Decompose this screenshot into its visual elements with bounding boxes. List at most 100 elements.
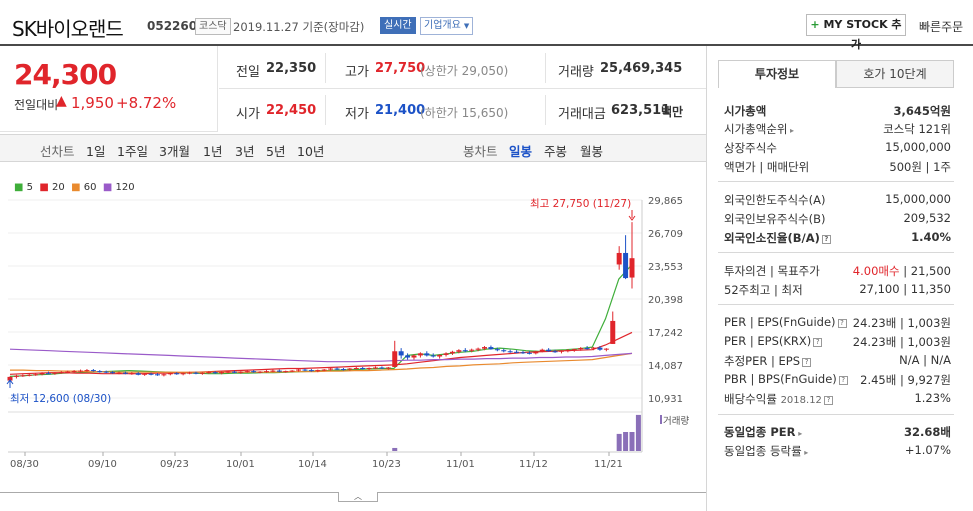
volume-label: 거래량 bbox=[663, 415, 689, 427]
ma-legend: ■ 5 ■ 20 ■ 60 ■ 120 bbox=[14, 182, 135, 193]
tab-10y[interactable]: 10년 bbox=[297, 144, 325, 159]
open-value: 22,450 bbox=[266, 103, 317, 118]
info-icon[interactable]: ? bbox=[813, 338, 823, 347]
candle-body bbox=[616, 252, 622, 265]
candle-body bbox=[270, 370, 276, 372]
tab-orderbook[interactable]: 호가 10단계 bbox=[836, 60, 954, 88]
candle-body bbox=[97, 371, 103, 373]
candle-body bbox=[33, 374, 39, 376]
market-cap-label: 시가총액 bbox=[724, 104, 767, 118]
market-cap-rank-label: 시가총액순위 ▸ bbox=[724, 122, 795, 136]
candle-body bbox=[347, 368, 353, 370]
x-tick-label: 11/01 bbox=[446, 459, 475, 470]
candle-body bbox=[244, 371, 250, 373]
per-krx-label: PER | EPS(KRX)? bbox=[724, 334, 823, 348]
quote-row-1 bbox=[219, 46, 706, 89]
stock-chart[interactable]: 29,865 26,709 23,553 20,398 17,242 14,087 10,9… bbox=[0, 190, 706, 490]
candle-body bbox=[26, 374, 32, 376]
candle-body bbox=[469, 349, 475, 351]
volume-legend-icon bbox=[660, 415, 662, 424]
quick-order-link[interactable]: 빠른주문 bbox=[919, 20, 964, 34]
tab-1w[interactable]: 1주일 bbox=[117, 144, 148, 159]
tab-3y[interactable]: 3년 bbox=[235, 144, 255, 159]
industry-per-value: 32.68배 bbox=[904, 425, 951, 439]
lower-limit: (하한가 15,650) bbox=[420, 106, 509, 120]
candle-body bbox=[308, 370, 314, 372]
candle-body bbox=[475, 348, 481, 350]
est-per-label: 추정PER | EPS? bbox=[724, 353, 812, 369]
candle-chart-label[interactable]: 봉차트 bbox=[463, 144, 498, 159]
tab-5y[interactable]: 5년 bbox=[266, 144, 286, 159]
x-tick-label: 09/10 bbox=[88, 459, 117, 470]
candle-body bbox=[231, 371, 237, 373]
company-name[interactable]: SK바이오랜드 bbox=[12, 17, 124, 41]
shares-value: 15,000,000 bbox=[885, 140, 951, 154]
trade-amount-value: 623,511 bbox=[611, 103, 671, 118]
line-chart-label[interactable]: 선차트 bbox=[40, 144, 75, 159]
change-value: 1,950 bbox=[71, 94, 114, 112]
candle-body bbox=[20, 375, 26, 377]
y-tick-label: 23,553 bbox=[648, 262, 683, 273]
candle-body bbox=[110, 372, 116, 374]
high-arrow-head-icon bbox=[628, 215, 636, 221]
par-value: 500원 | 1주 bbox=[889, 160, 951, 174]
candle-body bbox=[501, 350, 507, 352]
par-label: 액면가 | 매매단위 bbox=[724, 160, 810, 174]
low-arrow-head-icon bbox=[6, 379, 14, 385]
tab-invest-info[interactable]: 투자정보 bbox=[718, 60, 836, 88]
candle-body bbox=[187, 372, 193, 374]
realtime-badge[interactable]: 실시간 bbox=[380, 17, 416, 34]
volume-value: 25,469,345 bbox=[600, 61, 683, 76]
mystock-add-button[interactable]: + MY STOCK 추가 bbox=[806, 14, 906, 51]
candle-body bbox=[507, 351, 513, 353]
tab-weekly[interactable]: 주봉 bbox=[544, 144, 568, 159]
company-overview-dropdown[interactable]: 기업개요 ▼ bbox=[420, 17, 474, 35]
x-tick-label: 10/01 bbox=[226, 459, 255, 470]
tab-1y[interactable]: 1년 bbox=[203, 144, 223, 159]
candle-body bbox=[623, 252, 629, 279]
candle-body bbox=[129, 373, 135, 375]
candle-body bbox=[302, 369, 308, 371]
per-fn-value: 24.23배 | 1,003원 bbox=[852, 316, 951, 330]
candle-body bbox=[360, 367, 366, 370]
volume-bar bbox=[616, 433, 622, 451]
info-icon[interactable]: ? bbox=[838, 376, 848, 385]
tab-daily[interactable]: 일봉 bbox=[509, 144, 533, 159]
info-icon[interactable]: ? bbox=[837, 319, 847, 328]
candle-body bbox=[411, 355, 417, 358]
info-icon[interactable]: ? bbox=[821, 235, 831, 244]
tab-3m[interactable]: 3개월 bbox=[159, 144, 190, 159]
candle-body bbox=[462, 350, 468, 352]
trade-amount-label: 거래대금 bbox=[558, 107, 606, 122]
candle-body bbox=[13, 375, 19, 377]
info-icon[interactable]: ? bbox=[802, 358, 812, 367]
candle-body bbox=[405, 355, 411, 358]
candle-body bbox=[328, 368, 334, 370]
candle-body bbox=[90, 370, 96, 372]
candle-body bbox=[373, 367, 379, 369]
candle-body bbox=[565, 350, 571, 352]
candle-body bbox=[552, 351, 558, 353]
candle-body bbox=[289, 370, 295, 372]
candle-body bbox=[148, 373, 154, 375]
candle-body bbox=[398, 351, 404, 356]
candle-body bbox=[296, 369, 302, 371]
high-annotation: 최고 27,750 (11/27) bbox=[530, 198, 631, 210]
stock-code: 052260 bbox=[147, 19, 198, 33]
y-tick-label: 14,087 bbox=[648, 361, 683, 372]
candle-body bbox=[629, 258, 635, 278]
tab-monthly[interactable]: 월봉 bbox=[580, 144, 604, 159]
candle-body bbox=[533, 351, 539, 354]
tab-1d[interactable]: 1일 bbox=[86, 144, 106, 159]
change-percent: +8.72% bbox=[116, 94, 177, 112]
volume-bar bbox=[623, 432, 629, 451]
info-icon[interactable]: ? bbox=[823, 396, 833, 405]
collapse-chevron-icon[interactable]: ︿ bbox=[338, 492, 378, 502]
candle-body bbox=[443, 353, 449, 355]
candle-body bbox=[103, 371, 109, 373]
legend-ma60: ■ 60 bbox=[71, 182, 97, 193]
candle-body bbox=[558, 350, 564, 352]
legend-ma120: ■ 120 bbox=[102, 182, 135, 193]
candle-body bbox=[449, 351, 455, 354]
low-annotation: 최저 12,600 (08/30) bbox=[10, 393, 111, 405]
